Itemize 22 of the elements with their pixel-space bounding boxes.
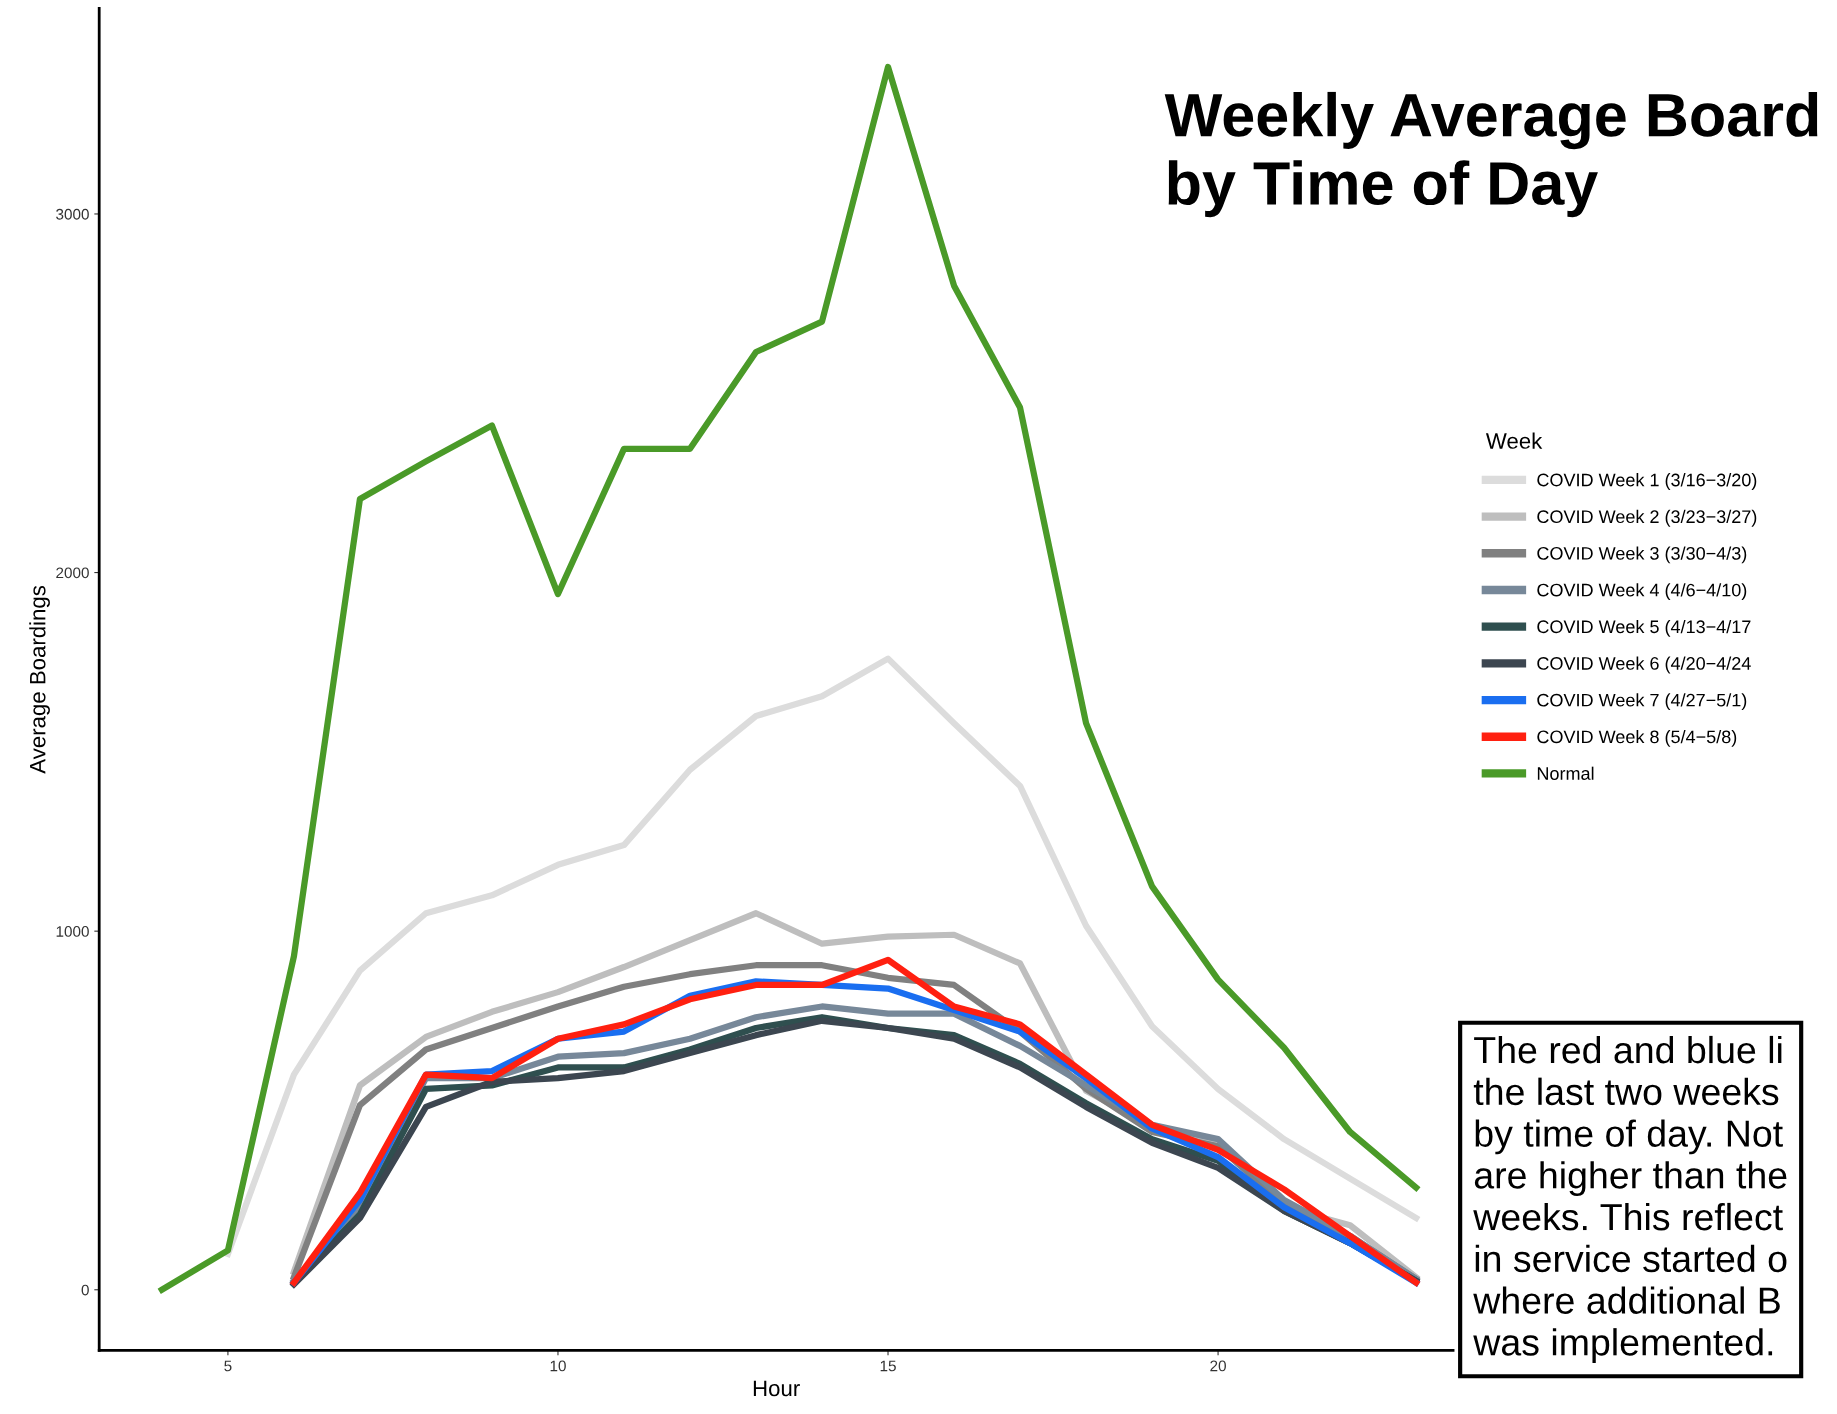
y-tick-label: 0 [81, 1284, 89, 1296]
x-tick-label: 5 [224, 1360, 232, 1372]
y-tick-label: 3000 [56, 208, 89, 220]
text: The red and blue li the last two weeks by time of day. Not are higher than the weeks. This reflect in service started o where additional B was implemented. [1473, 1035, 1787, 1364]
y-tick-label: 1000 [56, 926, 89, 937]
y-axis-title: Average Boardings [29, 585, 50, 774]
x-tick-label: 15 [880, 1360, 896, 1372]
x-tick-label: 20 [1210, 1360, 1226, 1372]
text: Weekly Average Board by Time of Day [1164, 91, 1818, 218]
legend-label: COVID Week 3 (3/30−4/3) [1537, 546, 1747, 564]
legend-label: COVID Week 4 (4/6−4/10) [1537, 583, 1747, 601]
y-tick-label: 2000 [56, 567, 89, 579]
legend-label: COVID Week 2 (3/23−3/27) [1537, 509, 1757, 527]
legend-label: COVID Week 5 (4/13−4/17 [1537, 619, 1751, 637]
legend-label: COVID Week 7 (4/27−5/1) [1537, 693, 1747, 711]
legend-label: COVID Week 1 (3/16−3/20) [1537, 473, 1757, 490]
legend-label: COVID Week 6 (4/20−4/24 [1537, 656, 1751, 674]
x-tick-label: 10 [550, 1360, 566, 1372]
x-axis-title: Hour [753, 1380, 800, 1397]
legend-label: COVID Week 8 (5/4−5/8) [1537, 729, 1737, 747]
legend-title: Week [1485, 432, 1543, 449]
legend-label: Normal [1537, 766, 1594, 780]
